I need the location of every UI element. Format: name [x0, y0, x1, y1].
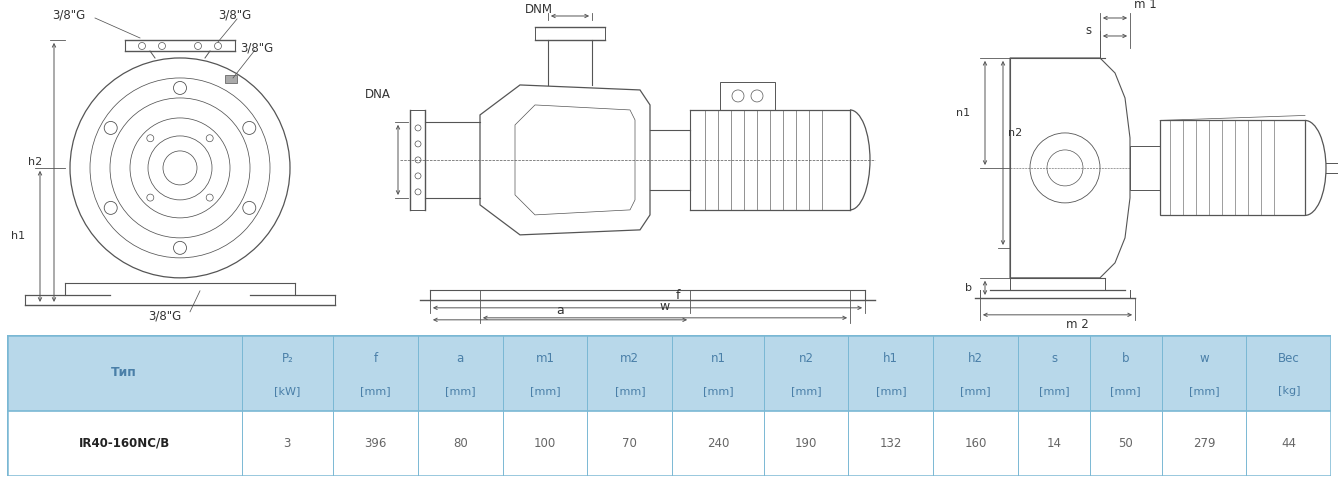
Text: 50: 50: [1119, 437, 1133, 450]
Text: s: s: [1050, 352, 1057, 365]
Bar: [7, 335, 1331, 411]
Text: 3/8"G: 3/8"G: [52, 9, 86, 22]
Text: 14: 14: [1046, 437, 1061, 450]
Text: a: a: [557, 304, 563, 317]
Bar: [1131, 146, 1160, 190]
Text: [mm]: [mm]: [702, 386, 733, 396]
Text: m2: m2: [621, 352, 640, 365]
Text: [mm]: [mm]: [791, 386, 822, 396]
Text: n1: n1: [955, 108, 970, 118]
Text: [mm]: [mm]: [875, 386, 906, 396]
Text: 100: 100: [534, 437, 557, 450]
Text: 279: 279: [1192, 437, 1215, 450]
Bar: [7, 411, 1331, 476]
Text: Тип: Тип: [111, 366, 136, 379]
Text: P₂: P₂: [281, 352, 293, 365]
Text: [mm]: [mm]: [1111, 386, 1141, 396]
Text: h1: h1: [11, 231, 25, 241]
Text: [kg]: [kg]: [1278, 386, 1301, 396]
Text: b: b: [1123, 352, 1129, 365]
Text: 3/8"G: 3/8"G: [149, 309, 181, 322]
Text: m1: m1: [535, 352, 554, 365]
Text: f: f: [676, 289, 680, 303]
Text: [mm]: [mm]: [530, 386, 561, 396]
Text: h2: h2: [28, 157, 41, 167]
Text: w: w: [1199, 352, 1208, 365]
Text: 3/8"G: 3/8"G: [240, 42, 273, 54]
Text: m 1: m 1: [1133, 0, 1156, 11]
Text: [mm]: [mm]: [1188, 386, 1219, 396]
Text: 70: 70: [622, 437, 637, 450]
Text: Вес: Вес: [1278, 352, 1299, 365]
Text: [mm]: [mm]: [1038, 386, 1069, 396]
Text: 3/8"G: 3/8"G: [218, 9, 252, 22]
Text: [mm]: [mm]: [961, 386, 991, 396]
Text: [kW]: [kW]: [274, 386, 301, 396]
Text: 160: 160: [965, 437, 987, 450]
Text: IR40-160NC/B: IR40-160NC/B: [79, 437, 170, 450]
Text: 396: 396: [364, 437, 387, 450]
Text: f: f: [373, 352, 377, 365]
Text: h2: h2: [969, 352, 983, 365]
Text: 190: 190: [795, 437, 818, 450]
Text: 80: 80: [452, 437, 467, 450]
Text: [mm]: [mm]: [360, 386, 391, 396]
Text: DNM: DNM: [524, 3, 553, 17]
Text: 132: 132: [879, 437, 902, 450]
Text: [mm]: [mm]: [614, 386, 645, 396]
Text: s: s: [1085, 24, 1090, 37]
Text: [mm]: [mm]: [444, 386, 475, 396]
Bar: [1160, 120, 1305, 216]
Text: m 2: m 2: [1066, 318, 1089, 331]
Text: 240: 240: [706, 437, 729, 450]
Text: h1: h1: [883, 352, 898, 365]
Text: n2: n2: [1008, 128, 1022, 138]
Text: b: b: [965, 283, 971, 293]
Text: n2: n2: [799, 352, 814, 365]
Text: a: a: [456, 352, 464, 365]
Text: n1: n1: [710, 352, 725, 365]
Bar: [225, 75, 237, 83]
Text: w: w: [660, 300, 670, 314]
Text: DNA: DNA: [365, 88, 391, 101]
Text: 44: 44: [1282, 437, 1297, 450]
Text: 3: 3: [284, 437, 290, 450]
Bar: [720, 82, 775, 110]
